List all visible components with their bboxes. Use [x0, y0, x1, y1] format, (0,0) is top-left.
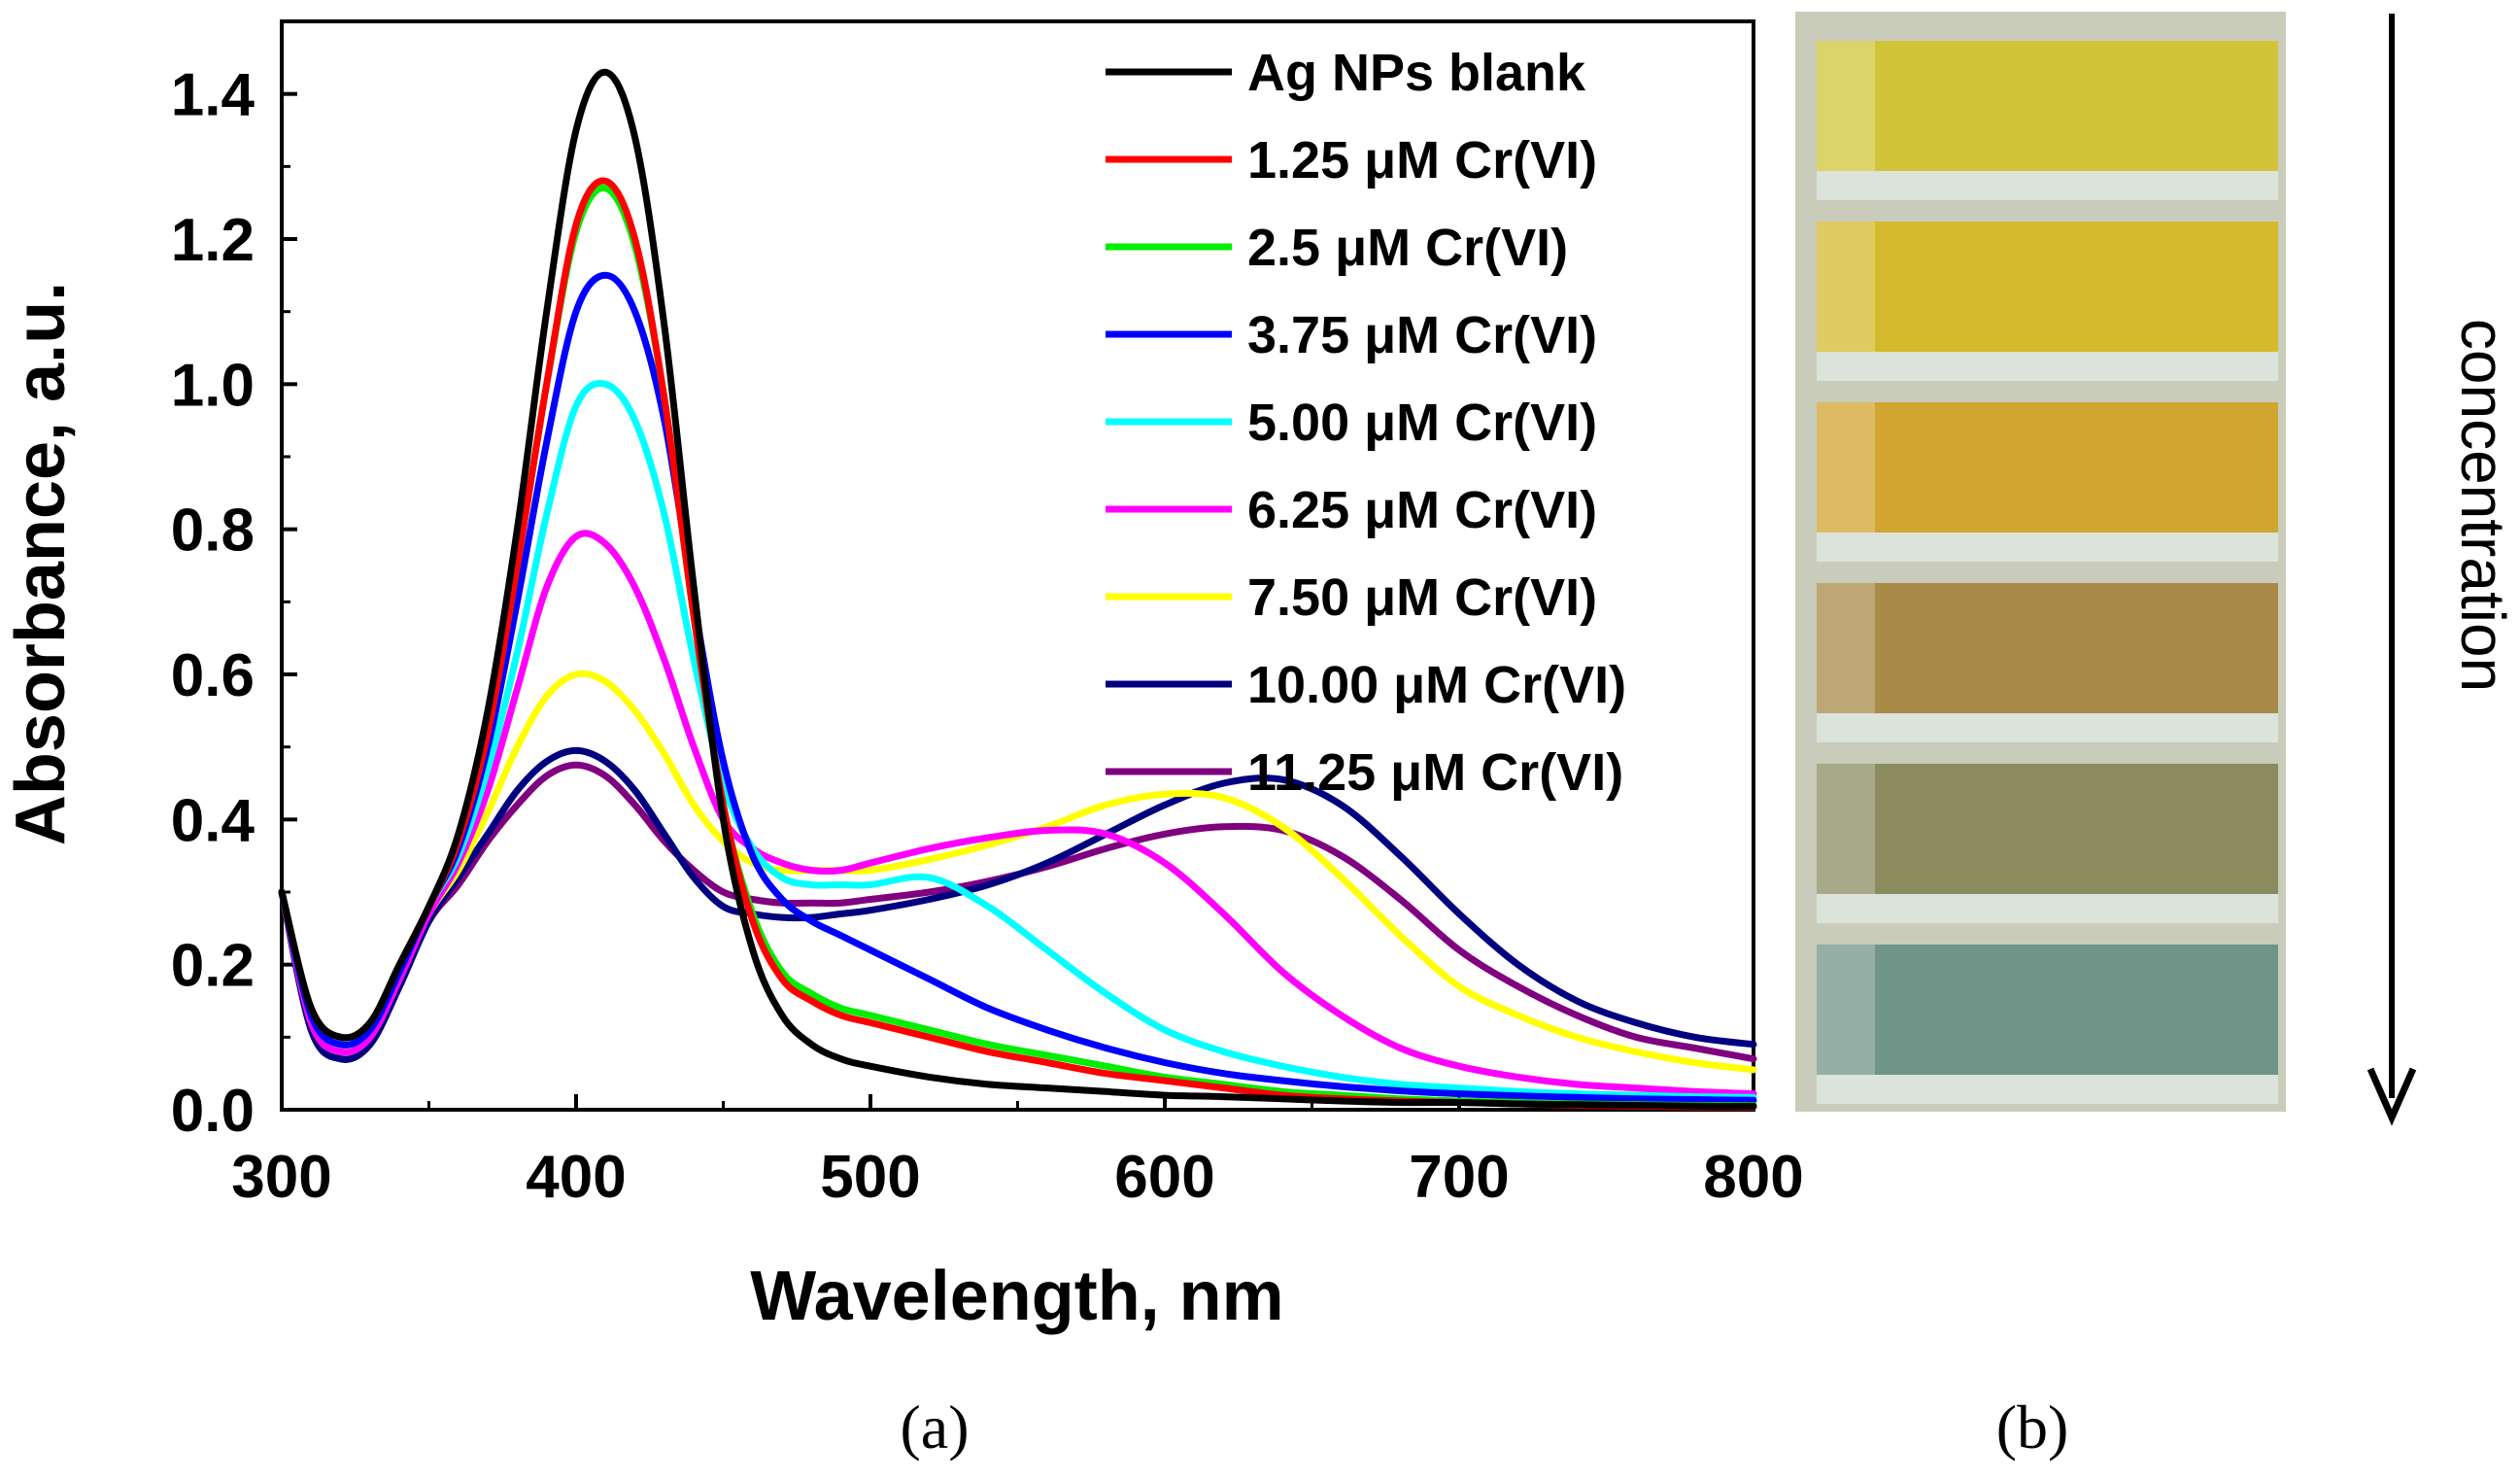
cuvette-rim — [1817, 533, 2278, 562]
legend-label: Ag NPs blank — [1247, 44, 1586, 102]
x-tick-labels: 300 400 500 600 700 800 — [231, 1144, 1803, 1211]
x-tick-label: 500 — [820, 1144, 920, 1211]
series-line — [278, 68, 1757, 1110]
legend-label: 10.00 μM Cr(VI) — [1247, 656, 1626, 714]
legend: Ag NPs blank 1.25 μM Cr(VI) 2.5 μM Cr(VI) 3… — [1106, 44, 1626, 802]
legend-label: 6.25 μM Cr(VI) — [1247, 481, 1597, 539]
cuvette-rim — [1817, 894, 2278, 923]
x-tick-label: 400 — [526, 1144, 626, 1211]
x-axis-title: Wavelength, nm — [750, 1257, 1283, 1335]
cuvette-photo — [1795, 12, 2286, 1112]
absorbance-chart: 300 400 500 600 700 800 0.0 0.2 0.4 0.6 0.8 1.0 1.2… — [2, 19, 1804, 1335]
panel-label-b: (b) — [1996, 1393, 2069, 1462]
legend-label: 2.5 μM Cr(VI) — [1247, 219, 1568, 277]
cuvette-sample — [1817, 222, 2278, 352]
concentration-arrow: concentration — [2367, 14, 2518, 1126]
legend-label: 7.50 μM Cr(VI) — [1247, 568, 1597, 627]
cuvette-rim — [1817, 1075, 2278, 1104]
y-tick-label: 0.2 — [171, 933, 255, 1000]
y-tick-label: 0.4 — [171, 787, 255, 854]
cuvette-glare — [1817, 402, 1875, 533]
y-tick-labels: 0.0 0.2 0.4 0.6 0.8 1.0 1.2 1.4 — [171, 62, 255, 1145]
x-tick-label: 600 — [1114, 1144, 1214, 1211]
legend-label: 1.25 μM Cr(VI) — [1247, 131, 1597, 189]
cuvette-glare — [1817, 222, 1875, 352]
cuvette-sample — [1817, 583, 2278, 713]
cuvette-glare — [1817, 41, 1875, 171]
cuvette-glare — [1817, 764, 1875, 894]
cuvette-sample — [1817, 41, 2278, 171]
y-tick-label: 1.4 — [171, 62, 255, 129]
cuvette-sample — [1817, 402, 2278, 533]
x-tick-label: 700 — [1409, 1144, 1509, 1211]
y-tick-label: 0.8 — [171, 498, 255, 565]
y-tick-label: 1.0 — [171, 352, 255, 419]
series-lines — [278, 68, 1757, 1111]
cuvette-rim — [1817, 352, 2278, 381]
panel-label-a: (a) — [900, 1393, 969, 1462]
cuvette-rim — [1817, 713, 2278, 742]
y-axis-title: Absorbance, a.u. — [2, 282, 80, 845]
arrow-head-icon — [2367, 1067, 2417, 1126]
cuvette-rim — [1817, 171, 2278, 200]
x-tick-label: 800 — [1703, 1144, 1803, 1211]
concentration-label: concentration — [2448, 319, 2518, 692]
cuvette-stack — [1817, 41, 2278, 1104]
legend-label: 5.00 μM Cr(VI) — [1247, 394, 1597, 452]
legend-label: 11.25 μM Cr(VI) — [1247, 743, 1623, 802]
y-tick-label: 0.6 — [171, 642, 255, 709]
cuvette-sample — [1817, 764, 2278, 894]
cuvette-glare — [1817, 583, 1875, 713]
cuvette-sample — [1817, 945, 2278, 1075]
cuvette-glare — [1817, 945, 1875, 1075]
y-tick-label: 1.2 — [171, 207, 255, 274]
legend-label: 3.75 μM Cr(VI) — [1247, 306, 1597, 364]
y-tick-label: 0.0 — [171, 1078, 255, 1145]
x-tick-label: 300 — [231, 1144, 331, 1211]
